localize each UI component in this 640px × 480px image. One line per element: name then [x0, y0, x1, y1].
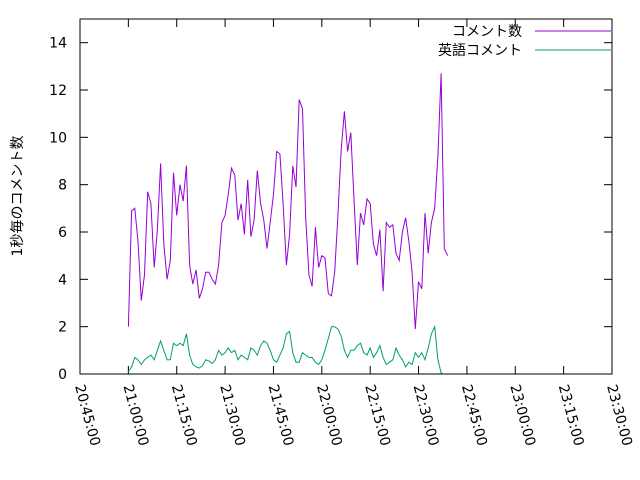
legend-label-1: コメント数 [452, 24, 522, 40]
x-tick-label: 23:30:00 [603, 383, 635, 448]
plot-frame [79, 18, 613, 375]
x-axis: 20:45:00 21:00:00 21:15:00 21:30:00 21:45:00… [71, 19, 635, 448]
legend-label-2: 英語コメント [438, 42, 522, 59]
series-line-2 [127, 324, 445, 375]
x-tick-label: 21:30:00 [216, 383, 248, 448]
x-tick-label: 21:00:00 [119, 383, 151, 448]
x-tick-label: 22:30:00 [410, 383, 442, 448]
x-tick-label: 22:15:00 [361, 383, 393, 448]
y-axis: 0 2 4 6 8 10 12 14 [49, 36, 612, 383]
y-tick-label: 10 [49, 130, 67, 146]
x-tick-label: 22:00:00 [313, 383, 345, 448]
series-layer [127, 73, 449, 375]
y-tick-label: 6 [58, 225, 67, 241]
y-tick-label: 0 [58, 367, 67, 383]
x-tick-label: 23:00:00 [506, 383, 538, 448]
y-tick-label: 12 [49, 83, 67, 99]
x-tick-label: 23:15:00 [555, 383, 587, 448]
y-tick-label: 4 [58, 272, 67, 288]
x-tick-label: 21:15:00 [168, 383, 200, 448]
y-tick-label: 14 [49, 36, 67, 52]
y-tick-label: 2 [58, 320, 67, 336]
y-axis-label: 1秒毎のコメント数 [10, 136, 26, 257]
x-tick-label: 22:45:00 [458, 383, 490, 448]
series-line-1 [127, 73, 449, 330]
y-tick-label: 8 [58, 178, 67, 194]
x-tick-label: 20:45:00 [71, 383, 103, 448]
x-tick-label: 21:45:00 [265, 383, 297, 448]
